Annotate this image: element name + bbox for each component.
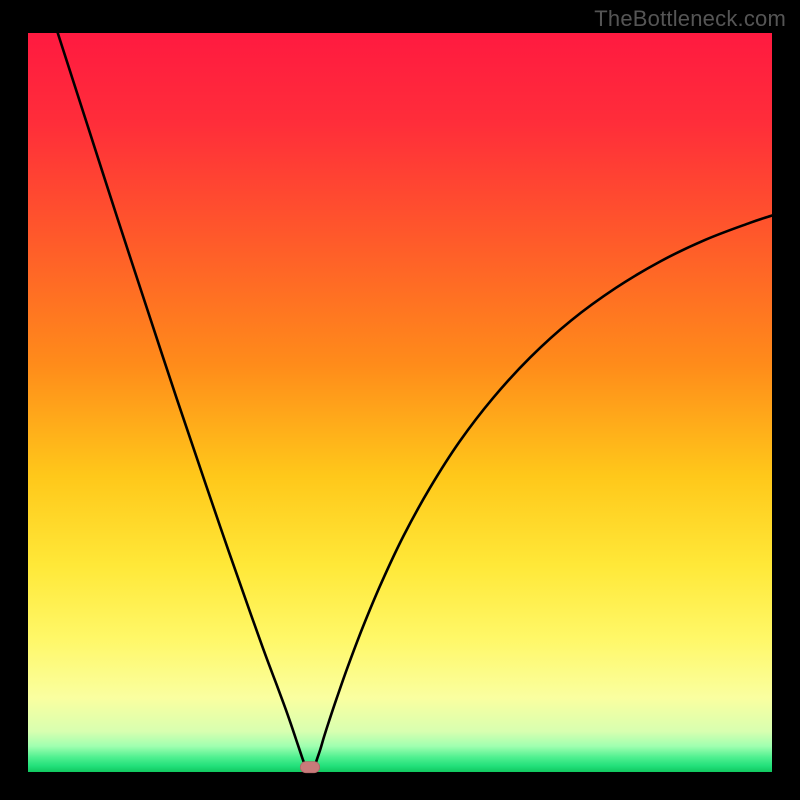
bottleneck-curve-chart	[0, 0, 800, 800]
minimum-marker	[300, 762, 319, 773]
chart-background	[28, 33, 772, 772]
watermark-text: TheBottleneck.com	[594, 6, 786, 32]
